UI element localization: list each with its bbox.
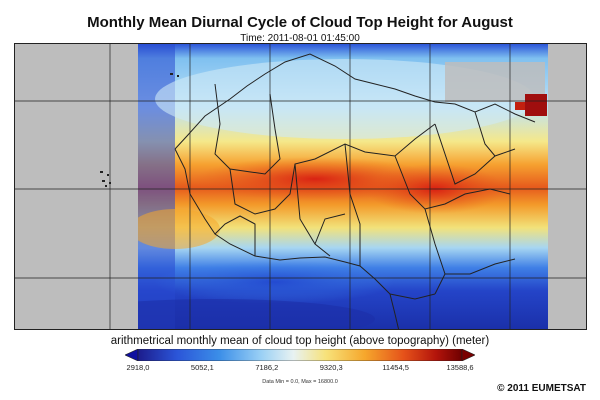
- map-canvas: [15, 44, 586, 329]
- colorbar-high-arrow: [461, 349, 475, 361]
- colorbar-title: arithmetrical monthly mean of cloud top …: [110, 335, 490, 347]
- high-cloud-cluster: [525, 94, 547, 116]
- colorbar-ticks: 2918,0 5052,1 7186,2 9320,3 11454,5 1358…: [127, 363, 474, 375]
- colorbar-gradient: [137, 349, 463, 361]
- data-range-label: Data Min = 0.0, Max = 16800.0: [262, 379, 338, 385]
- no-data-west: [15, 44, 138, 329]
- colorbar-tick: 13588,6: [446, 363, 474, 372]
- colorbar-tick: 9320,3: [319, 363, 343, 372]
- colorbar-tick: 7186,2: [255, 363, 279, 372]
- colorbar-tick: 2918,0: [126, 363, 150, 372]
- timestamp-label: Time: 2011-08-01 01:45:00: [240, 33, 360, 44]
- no-data-east: [548, 44, 586, 329]
- figure-title: Monthly Mean Diurnal Cycle of Cloud Top …: [87, 14, 513, 31]
- copyright-label: © 2011 EUMETSAT: [497, 383, 586, 394]
- colorbar-low-arrow: [125, 349, 139, 361]
- country-borders: [174, 53, 536, 329]
- cloud-top-height-map: [14, 43, 587, 330]
- colorbar-tick: 5052,1: [190, 363, 214, 372]
- colorbar: [125, 349, 475, 361]
- graticule: [15, 44, 586, 329]
- colorbar-tick: 11454,5: [382, 363, 409, 372]
